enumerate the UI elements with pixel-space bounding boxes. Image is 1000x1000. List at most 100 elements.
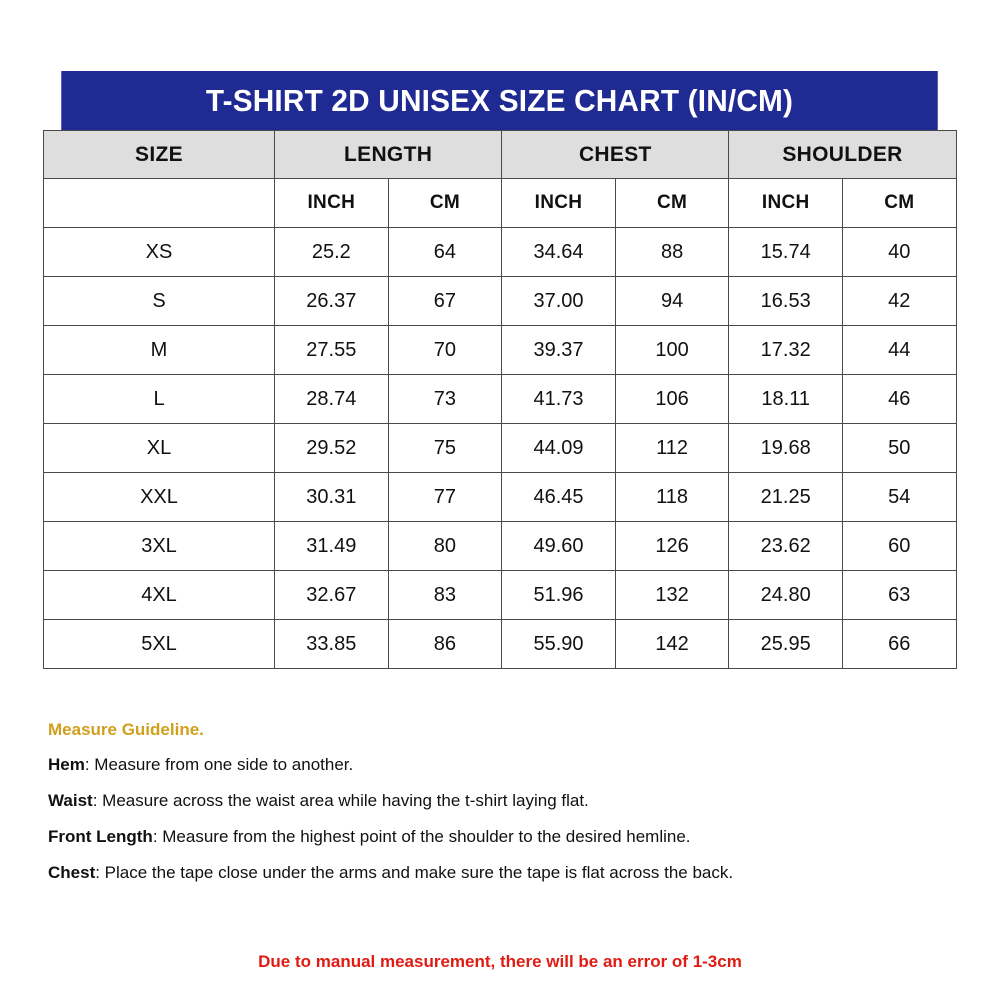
chart-title-banner: T-SHIRT 2D UNISEX SIZE CHART (IN/CM): [61, 71, 938, 130]
cell-length-cm: 75: [387, 423, 503, 473]
cell-chest-cm: 100: [614, 325, 730, 375]
header-length-inch: INCH: [274, 178, 389, 228]
cell-chest-inch: 49.60: [501, 521, 616, 571]
cell-chest-inch: 41.73: [501, 374, 616, 424]
size-chart-block: T-SHIRT 2D UNISEX SIZE CHART (IN/CM) SIZ…: [43, 71, 957, 669]
cell-size: 4XL: [43, 570, 275, 620]
cell-size: L: [43, 374, 275, 424]
header-shoulder-inch: INCH: [728, 178, 843, 228]
cell-shoulder-inch: 24.80: [728, 570, 843, 620]
cell-shoulder-cm: 42: [841, 276, 957, 326]
guidelines-heading: Measure Guideline.: [48, 720, 204, 739]
cell-length-inch: 29.52: [274, 423, 389, 473]
header-unit-blank: [43, 178, 275, 228]
guideline-item: Front Length: Measure from the highest p…: [48, 827, 948, 847]
cell-chest-cm: 106: [614, 374, 730, 424]
guideline-text: : Measure across the waist area while ha…: [92, 791, 589, 810]
cell-length-inch: 25.2: [274, 227, 389, 277]
cell-chest-cm: 118: [614, 472, 730, 522]
table-row: M 27.55 70 39.37 100 17.32 44: [43, 325, 957, 375]
cell-chest-inch: 37.00: [501, 276, 616, 326]
cell-length-cm: 83: [387, 570, 503, 620]
cell-length-cm: 86: [387, 619, 503, 669]
cell-chest-cm: 88: [614, 227, 730, 277]
cell-length-inch: 30.31: [274, 472, 389, 522]
header-chest-cm: CM: [614, 178, 730, 228]
header-chest-inch: INCH: [501, 178, 616, 228]
cell-shoulder-cm: 44: [841, 325, 957, 375]
cell-chest-inch: 34.64: [501, 227, 616, 277]
cell-shoulder-cm: 40: [841, 227, 957, 277]
table-header: SIZE LENGTH CHEST SHOULDER INCH CM INCH …: [43, 130, 957, 228]
cell-shoulder-inch: 15.74: [728, 227, 843, 277]
table-group-header-row: SIZE LENGTH CHEST SHOULDER: [43, 130, 957, 179]
table-row: S 26.37 67 37.00 94 16.53 42: [43, 276, 957, 326]
cell-shoulder-inch: 16.53: [728, 276, 843, 326]
cell-length-inch: 31.49: [274, 521, 389, 571]
cell-shoulder-inch: 17.32: [728, 325, 843, 375]
cell-size: 3XL: [43, 521, 275, 571]
cell-size: XS: [43, 227, 275, 277]
measurement-disclaimer: Due to manual measurement, there will be…: [258, 952, 742, 971]
guidelines-list: Hem: Measure from one side to another. Wa…: [48, 755, 948, 883]
size-chart-table: SIZE LENGTH CHEST SHOULDER INCH CM INCH …: [43, 130, 957, 669]
measure-guidelines: Measure Guideline. Hem: Measure from one…: [48, 720, 948, 899]
cell-length-inch: 28.74: [274, 374, 389, 424]
guideline-item: Chest: Place the tape close under the ar…: [48, 863, 948, 883]
cell-length-inch: 33.85: [274, 619, 389, 669]
cell-shoulder-cm: 60: [841, 521, 957, 571]
table-row: 3XL 31.49 80 49.60 126 23.62 60: [43, 521, 957, 571]
cell-shoulder-cm: 54: [841, 472, 957, 522]
cell-length-cm: 64: [387, 227, 503, 277]
cell-shoulder-inch: 19.68: [728, 423, 843, 473]
cell-shoulder-cm: 66: [841, 619, 957, 669]
header-shoulder-cm: CM: [841, 178, 957, 228]
guideline-item: Hem: Measure from one side to another.: [48, 755, 948, 775]
table-body: XS 25.2 64 34.64 88 15.74 40 S 26.37 67 37.00 94 16.…: [43, 227, 957, 669]
guideline-item: Waist: Measure across the waist area whi…: [48, 791, 948, 811]
cell-shoulder-inch: 18.11: [728, 374, 843, 424]
guideline-text: : Measure from the highest point of the …: [152, 827, 691, 846]
guideline-label: Chest: [48, 863, 96, 882]
cell-size: 5XL: [43, 619, 275, 669]
cell-chest-inch: 46.45: [501, 472, 616, 522]
cell-shoulder-cm: 63: [841, 570, 957, 620]
table-row: XL 29.52 75 44.09 112 19.68 50: [43, 423, 957, 473]
cell-size: M: [43, 325, 275, 375]
cell-length-inch: 27.55: [274, 325, 389, 375]
cell-length-cm: 67: [387, 276, 503, 326]
cell-length-cm: 80: [387, 521, 503, 571]
cell-length-cm: 73: [387, 374, 503, 424]
cell-size: S: [43, 276, 275, 326]
table-row: 4XL 32.67 83 51.96 132 24.80 63: [43, 570, 957, 620]
cell-shoulder-cm: 50: [841, 423, 957, 473]
cell-shoulder-inch: 25.95: [728, 619, 843, 669]
guideline-text: : Measure from one side to another.: [84, 755, 354, 774]
cell-size: XXL: [43, 472, 275, 522]
cell-chest-cm: 132: [614, 570, 730, 620]
table-row: 5XL 33.85 86 55.90 142 25.95 66: [43, 619, 957, 669]
cell-shoulder-inch: 21.25: [728, 472, 843, 522]
cell-chest-cm: 94: [614, 276, 730, 326]
table-row: XXL 30.31 77 46.45 118 21.25 54: [43, 472, 957, 522]
header-shoulder: SHOULDER: [728, 130, 957, 179]
cell-chest-cm: 142: [614, 619, 730, 669]
table-row: XS 25.2 64 34.64 88 15.74 40: [43, 227, 957, 277]
cell-chest-inch: 55.90: [501, 619, 616, 669]
cell-length-cm: 70: [387, 325, 503, 375]
guideline-label: Hem: [48, 755, 85, 774]
cell-shoulder-cm: 46: [841, 374, 957, 424]
header-length: LENGTH: [273, 130, 503, 179]
guideline-label: Waist: [48, 791, 93, 810]
cell-chest-inch: 51.96: [501, 570, 616, 620]
cell-length-inch: 26.37: [274, 276, 389, 326]
table-row: L 28.74 73 41.73 106 18.11 46: [43, 374, 957, 424]
cell-chest-cm: 126: [614, 521, 730, 571]
cell-length-cm: 77: [387, 472, 503, 522]
header-chest: CHEST: [501, 130, 730, 179]
header-length-cm: CM: [387, 178, 503, 228]
cell-shoulder-inch: 23.62: [728, 521, 843, 571]
guideline-label: Front Length: [48, 827, 153, 846]
cell-length-inch: 32.67: [274, 570, 389, 620]
